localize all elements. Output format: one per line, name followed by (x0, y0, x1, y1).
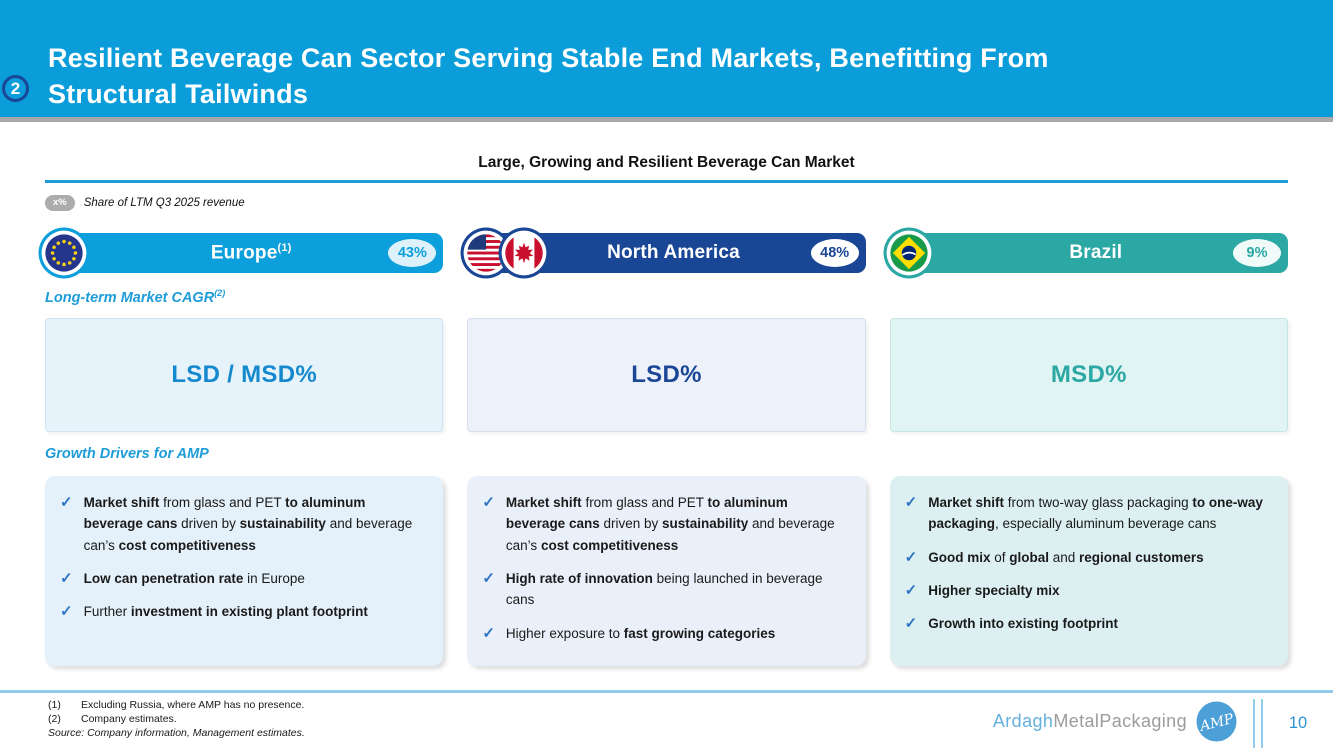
slide-footer: (1) Excluding Russia, where AMP has no pr… (0, 690, 1333, 748)
region-header-row: Europe(1) 43% North America 48% (38, 227, 1288, 279)
cagr-row-label: Long-term Market CAGR(2) (45, 288, 1288, 306)
company-logo-wordmark: ArdaghMetalPackaging (992, 711, 1187, 731)
driver-text: Market shift from two-way glass packagin… (928, 495, 1263, 532)
footnote: (2) Company estimates. (48, 712, 1333, 726)
region-share-badge: 48% (810, 239, 859, 267)
section-title: Large, Growing and Resilient Beverage Ca… (478, 154, 855, 171)
footnote-text: Company estimates. (81, 713, 177, 726)
region-name: Europe(1) (210, 241, 292, 264)
check-icon: ✓ (60, 569, 73, 587)
cagr-label-superscript: (2) (214, 288, 226, 298)
driver-item: ✓ Further investment in existing plant fo… (60, 601, 427, 622)
region-flags (883, 227, 935, 279)
driver-item: ✓ Good mix of global and regional custome… (905, 547, 1272, 568)
driver-item: ✓ Growth into existing footprint (905, 613, 1272, 634)
slide-header: 2 Resilient Beverage Can Sector Serving … (0, 0, 1333, 117)
cagr-box-brazil: MSD% (889, 318, 1288, 432)
amp-logo-icon: AMP (1196, 701, 1237, 742)
driver-text: Higher specialty mix (928, 582, 1060, 598)
cagr-label-text: Long-term Market CAGR (45, 289, 215, 306)
driver-item: ✓ High rate of innovation being launched … (482, 568, 849, 611)
drivers-box-north-america: ✓ Market shift from glass and PET to alum… (467, 476, 866, 666)
driver-item: ✓ Market shift from glass and PET to alum… (60, 492, 427, 556)
driver-item: ✓ Low can penetration rate in Europe (60, 568, 427, 589)
region-flags (460, 227, 550, 279)
region-header-north-america: North America 48% (460, 227, 866, 279)
footer-divider (0, 690, 1333, 693)
check-icon: ✓ (904, 615, 918, 633)
driver-item: ✓ Market shift from glass and PET to alum… (482, 492, 849, 556)
slide-number-badge: 2 (2, 75, 29, 102)
company-logo: ArdaghMetalPackaging AMP (993, 701, 1237, 742)
region-name: Brazil (1069, 242, 1123, 263)
cagr-box-north-america: LSD% (467, 318, 866, 432)
cagr-value: MSD% (1050, 361, 1127, 388)
slide-title: Resilient Beverage Can Sector Serving St… (0, 0, 1333, 112)
check-icon: ✓ (482, 569, 495, 587)
driver-text: High rate of innovation being launched i… (505, 570, 823, 608)
cagr-box-europe: LSD / MSD% (45, 318, 444, 432)
legend-row: x% Share of LTM Q3 2025 revenue (45, 194, 1288, 212)
driver-text: Market shift from glass and PET to alumi… (83, 495, 413, 553)
share-legend-badge: x% (45, 195, 75, 211)
driver-item: ✓ Higher specialty mix (905, 580, 1272, 601)
check-icon: ✓ (482, 624, 495, 642)
check-icon: ✓ (904, 494, 918, 511)
check-icon: ✓ (904, 581, 918, 599)
region-name-superscript: (1) (277, 241, 292, 254)
us-flag-icon (460, 227, 512, 279)
check-icon: ✓ (60, 494, 73, 511)
footnote-number: (2) (48, 713, 61, 726)
footnote-number: (1) (48, 699, 61, 711)
slide-title-line1: Resilient Beverage Can Sector Serving St… (48, 43, 1049, 73)
slide-content: Large, Growing and Resilient Beverage Ca… (0, 154, 1333, 666)
driver-text: Market shift from glass and PET to alumi… (505, 495, 835, 553)
canada-flag-icon (498, 227, 550, 279)
region-name: North America (607, 242, 740, 263)
drivers-box-europe: ✓ Market shift from glass and PET to alum… (45, 476, 444, 666)
slide-title-line2: Structural Tailwinds (48, 79, 309, 109)
region-pill: Europe(1) 43% (59, 233, 444, 273)
section-divider (45, 180, 1288, 183)
driver-item: ✓ Higher exposure to fast growing categor… (482, 623, 849, 644)
cagr-value: LSD% (631, 361, 702, 388)
cagr-value: LSD / MSD% (171, 361, 317, 388)
driver-text: Low can penetration rate in Europe (83, 570, 305, 586)
region-header-brazil: Brazil 9% (883, 227, 1288, 279)
cagr-row: LSD / MSD% LSD% MSD% (45, 318, 1288, 432)
check-icon: ✓ (904, 548, 918, 566)
check-icon: ✓ (60, 603, 73, 621)
driver-text: Higher exposure to fast growing categori… (505, 625, 776, 641)
region-share-badge: 9% (1233, 239, 1281, 267)
page-number: 10 (1288, 714, 1308, 732)
header-shadow-divider (0, 117, 1333, 122)
driver-text: Growth into existing footprint (928, 616, 1118, 632)
check-icon: ✓ (482, 494, 495, 511)
footer-vertical-rule-1 (1253, 699, 1255, 748)
share-legend-note: Share of LTM Q3 2025 revenue (83, 197, 245, 209)
footnote: (1) Excluding Russia, where AMP has no pr… (48, 698, 1333, 712)
footnotes: (1) Excluding Russia, where AMP has no pr… (0, 693, 1333, 741)
source-note: Source: Company information, Management … (48, 727, 305, 740)
driver-item: ✓ Market shift from two-way glass packagi… (905, 492, 1272, 535)
footer-vertical-rule-2 (1261, 699, 1263, 748)
drivers-box-brazil: ✓ Market shift from two-way glass packagi… (889, 476, 1288, 666)
brazil-flag-icon (883, 227, 935, 279)
region-header-europe: Europe(1) 43% (38, 227, 444, 279)
region-flags (38, 227, 90, 279)
eu-flag-icon (38, 227, 90, 279)
region-pill: Brazil 9% (903, 233, 1288, 273)
drivers-row-label: Growth Drivers for AMP (45, 446, 209, 462)
driver-text: Further investment in existing plant foo… (83, 604, 368, 620)
region-share-badge: 43% (388, 239, 437, 267)
drivers-row: ✓ Market shift from glass and PET to alum… (45, 476, 1288, 666)
footnote-text: Excluding Russia, where AMP has no prese… (81, 699, 305, 711)
driver-text: Good mix of global and regional customer… (928, 549, 1204, 565)
